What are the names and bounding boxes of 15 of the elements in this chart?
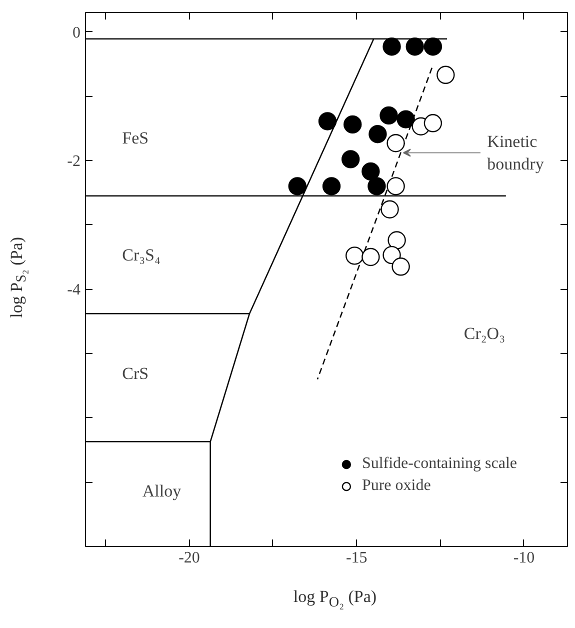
x-tick-label: -15	[346, 550, 368, 566]
y-tick-label: 0	[72, 24, 80, 42]
annotation: Cr₃S₄	[122, 245, 161, 264]
y-tick-label: -4	[67, 282, 80, 299]
x-tick-label: -10	[513, 550, 535, 566]
annotation: Kinetic boundry	[487, 132, 544, 174]
annotation: CrS	[122, 364, 149, 383]
legend-label: Sulfide-containing scale	[362, 455, 517, 473]
annotation: Alloy	[142, 481, 182, 500]
x-tick-label: -20	[178, 550, 200, 566]
legend-label: Pure oxide	[362, 477, 431, 495]
x-axis-title: log P$_{O₂}$ (Pa)	[292, 586, 378, 612]
annotation: Cr₂O₃	[464, 324, 506, 343]
annotation: FeS	[122, 128, 149, 148]
y-tick-label: -2	[67, 152, 80, 170]
